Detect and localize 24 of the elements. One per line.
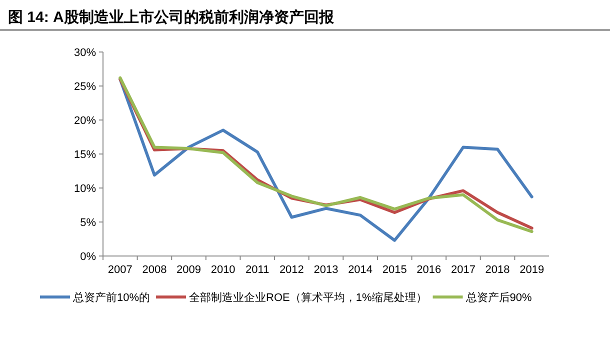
x-tick-label: 2019 xyxy=(520,264,544,276)
chart-title: 图 14: A股制造业上市公司的税前利润净资产回报 xyxy=(8,8,335,26)
x-tick-label: 2009 xyxy=(176,264,202,276)
legend-label: 总资产后90% xyxy=(464,291,532,304)
y-tick-label: 30% xyxy=(74,47,96,59)
x-tick-label: 2015 xyxy=(382,264,407,276)
y-tick-label: 25% xyxy=(74,81,96,93)
x-tick-label: 2011 xyxy=(246,264,270,276)
legend-label: 总资产前10%的 xyxy=(72,291,150,304)
y-tick-label: 0% xyxy=(80,251,96,263)
x-tick-label: 2018 xyxy=(485,264,510,276)
x-tick-label: 2010 xyxy=(210,264,236,276)
x-tick-label: 2013 xyxy=(314,264,338,276)
x-tick-label: 2007 xyxy=(108,264,132,276)
legend-label: 全部制造业企业ROE（算术平均，1%缩尾处理） xyxy=(189,291,427,304)
x-tick-label: 2012 xyxy=(279,264,304,276)
x-tick-label: 2014 xyxy=(348,264,373,276)
y-tick-label: 5% xyxy=(80,217,96,229)
x-tick-label: 2016 xyxy=(416,264,442,276)
x-tick-label: 2008 xyxy=(142,264,167,276)
y-tick-label: 15% xyxy=(74,149,96,161)
y-tick-label: 20% xyxy=(74,115,96,127)
y-tick-label: 10% xyxy=(74,183,96,195)
x-tick-label: 2017 xyxy=(450,264,476,276)
